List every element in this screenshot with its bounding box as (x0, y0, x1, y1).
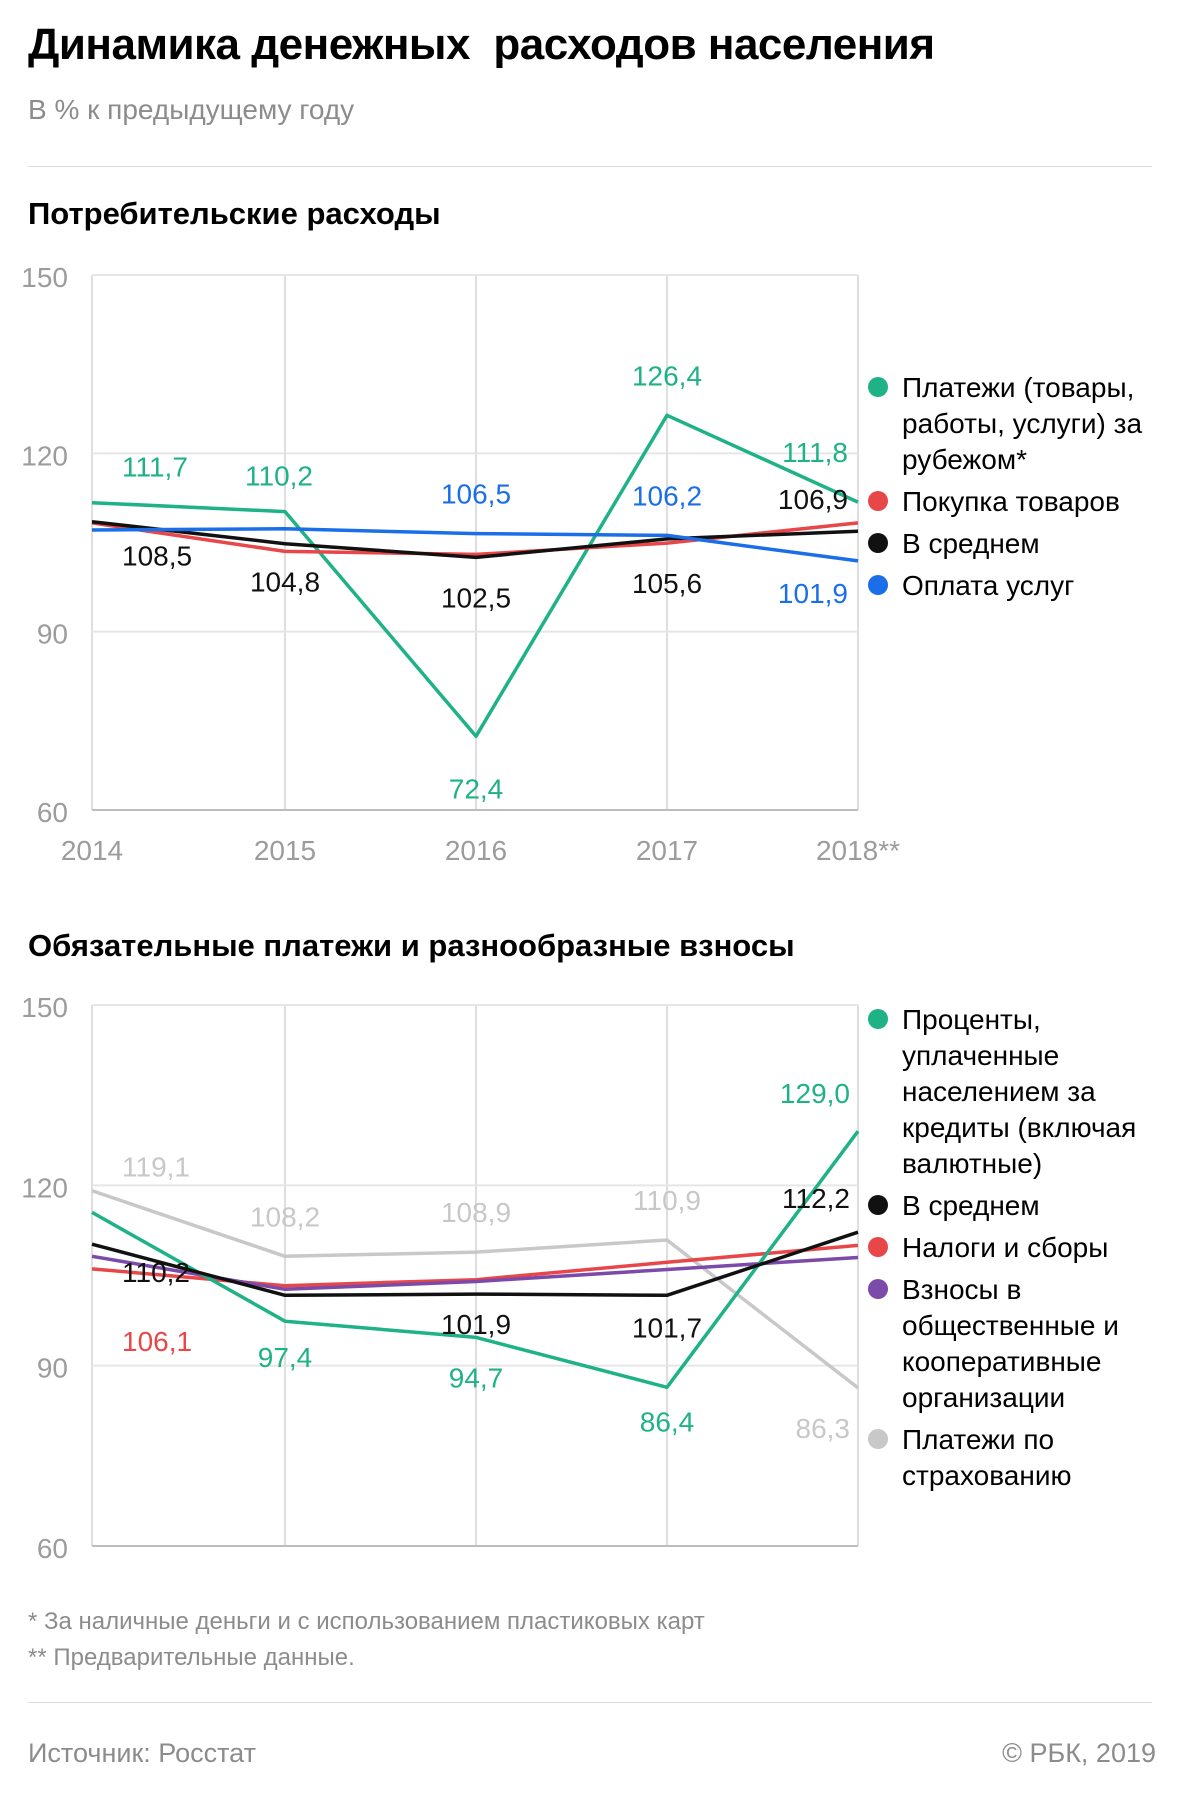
series-line-gray (91, 1189, 860, 1390)
y-tick-label: 120 (21, 440, 68, 471)
legend-item: Взносы в общественные и кооперативные ор… (868, 1272, 1168, 1416)
page-title: Динамика денежных расходов населения (28, 20, 935, 69)
divider (28, 166, 1152, 167)
data-label: 119,1 (122, 1152, 190, 1183)
y-tick-label: 60 (37, 797, 68, 828)
data-label: 86,3 (796, 1413, 851, 1444)
legend-label: Платежи (товары, работы, услуги) за рубе… (902, 372, 1143, 475)
legend-item: Покупка товаров (868, 484, 1168, 520)
footnote-cash: * За наличные деньги и с использованием … (28, 1608, 705, 1635)
data-label: 86,4 (640, 1406, 695, 1437)
y-tick-label: 90 (37, 1353, 68, 1384)
data-label: 108,2 (250, 1201, 320, 1232)
legend-dot-icon (868, 1279, 888, 1299)
chart2-title: Обязательные платежи и разнообразные взн… (28, 928, 795, 963)
data-label: 104,8 (250, 567, 320, 598)
series-line-black (91, 1230, 859, 1298)
data-label: 111,8 (782, 437, 848, 468)
data-label: 106,5 (441, 479, 511, 510)
x-tick-label: 2016 (445, 835, 507, 866)
legend-dot-icon (868, 1195, 888, 1215)
legend-label: Проценты, уплаченные населением за креди… (902, 1004, 1137, 1179)
data-label: 129,0 (780, 1078, 850, 1109)
legend-label: Налоги и сборы (902, 1232, 1109, 1263)
data-label: 126,4 (632, 360, 702, 391)
x-tick-label: 2018** (816, 835, 900, 866)
legend-item: Платежи по страхованию (868, 1422, 1168, 1494)
legend-dot-icon (868, 575, 888, 595)
legend-dot-icon (868, 1009, 888, 1029)
chart1-plot: 150 120 90 60 2014 2015 2016 2017 2018** 111,7 110… (21, 262, 900, 866)
chart1-title: Потребительские расходы (28, 196, 441, 231)
data-label: 108,9 (441, 1197, 511, 1228)
footnote-preliminary: ** Предварительные данные. (28, 1644, 355, 1671)
legend-dot-icon (868, 1237, 888, 1257)
y-tick-label: 150 (21, 262, 68, 293)
legend-label: В среднем (902, 528, 1040, 559)
series-line-blue (91, 527, 859, 563)
data-label: 101,7 (632, 1312, 702, 1343)
y-tick-label: 90 (37, 619, 68, 650)
x-tick-label: 2015 (254, 835, 316, 866)
legend-item: В среднем (868, 526, 1168, 562)
data-label: 94,7 (449, 1362, 504, 1393)
data-label: 101,9 (778, 578, 848, 609)
chart2-legend: Проценты, уплаченные населением за креди… (868, 1002, 1168, 1500)
y-tick-label: 60 (37, 1533, 68, 1564)
data-label: 110,9 (633, 1185, 701, 1216)
y-tick-label: 150 (21, 992, 68, 1023)
divider (28, 1702, 1152, 1703)
legend-item: В среднем (868, 1188, 1168, 1224)
data-label: 110,2 (122, 1257, 190, 1288)
data-label: 108,5 (122, 541, 192, 572)
legend-label: Платежи по страхованию (902, 1424, 1072, 1491)
chart2-plot: 150 120 90 60 119,1 108,2 108,9 110,9 86,3 106,1 9… (21, 992, 860, 1564)
data-label: 102,5 (441, 582, 511, 613)
chart1-legend: Платежи (товары, работы, услуги) за рубе… (868, 370, 1168, 610)
legend-dot-icon (868, 1429, 888, 1449)
data-label: 112,2 (782, 1183, 850, 1214)
series-line-green (91, 1130, 860, 1390)
x-tick-label: 2017 (636, 835, 698, 866)
x-tick-label: 2014 (61, 835, 123, 866)
data-label: 110,2 (245, 461, 313, 492)
data-label: 101,9 (441, 1309, 511, 1340)
data-label: 97,4 (258, 1342, 313, 1373)
page-subtitle: В % к предыдущему году (28, 94, 355, 125)
data-label: 106,9 (778, 484, 848, 515)
data-label: 106,1 (122, 1326, 192, 1357)
series-line-red (91, 1243, 859, 1288)
data-label: 111,7 (122, 452, 188, 483)
y-tick-label: 120 (21, 1172, 68, 1203)
legend-item: Налоги и сборы (868, 1230, 1168, 1266)
legend-dot-icon (868, 491, 888, 511)
legend-item: Проценты, уплаченные населением за креди… (868, 1002, 1168, 1182)
data-label: 72,4 (449, 773, 504, 804)
legend-dot-icon (868, 377, 888, 397)
legend-dot-icon (868, 533, 888, 553)
data-label: 105,6 (632, 568, 702, 599)
legend-item: Платежи (товары, работы, услуги) за рубе… (868, 370, 1168, 478)
source-credit: Источник: Росстат (28, 1738, 256, 1768)
legend-label: Оплата услуг (902, 570, 1075, 601)
series-line-black (91, 519, 859, 560)
series-line-green (91, 413, 859, 739)
copyright: © РБК, 2019 (1002, 1738, 1156, 1768)
legend-label: Покупка товаров (902, 486, 1120, 517)
legend-label: Взносы в общественные и кооперативные ор… (902, 1274, 1119, 1413)
legend-item: Оплата услуг (868, 568, 1168, 604)
data-label: 106,2 (632, 480, 702, 511)
legend-label: В среднем (902, 1190, 1040, 1221)
